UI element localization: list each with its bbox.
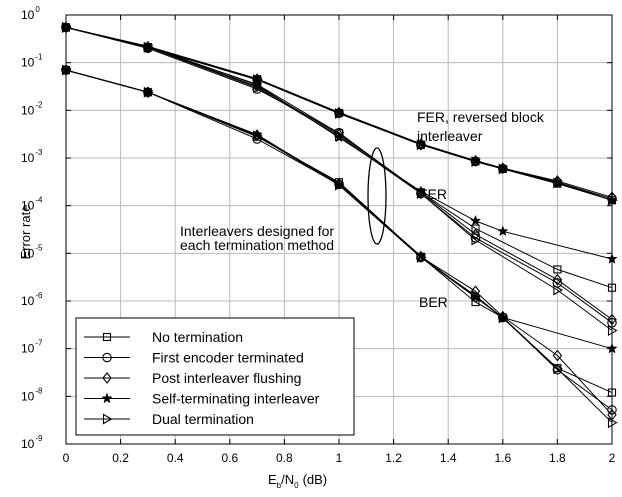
x-tick-label: 0.6	[221, 451, 238, 465]
data-point-triangle-right	[553, 177, 564, 189]
y-tick-label: 10-9	[21, 434, 43, 451]
series-dual-termination	[61, 21, 618, 429]
annotation-fer-reversed-line2: interleaver	[417, 128, 483, 144]
x-tick-label: 1.6	[494, 451, 511, 465]
x-axis-label-sub-b: b	[277, 481, 282, 490]
data-point-star	[606, 342, 618, 354]
data-point-triangle-right	[416, 139, 427, 151]
legend: No termination First encoder terminated Po…	[75, 317, 355, 436]
data-point-diamond	[552, 349, 563, 362]
data-point-square	[607, 388, 617, 397]
data-point-diamond	[334, 177, 344, 190]
data-point-triangle-right	[471, 290, 482, 302]
y-tick-label: 10-5	[21, 243, 43, 260]
data-point-star	[469, 214, 482, 226]
data-point-triangle-right	[143, 41, 154, 53]
data-point-star	[606, 253, 618, 264]
y-tick-label: 10-7	[21, 339, 43, 356]
x-axis-label: Eb/N0 (dB)	[268, 472, 327, 490]
annotation-ellipse	[367, 147, 387, 245]
data-point-triangle-right	[498, 312, 509, 324]
data-point-triangle-right	[253, 74, 263, 86]
x-axis-label-e: E	[268, 472, 277, 487]
annotation-designed-line1: Interleavers designed for	[180, 223, 334, 239]
legend-marker-square	[102, 332, 112, 342]
x-tick-label: 0.8	[276, 451, 293, 465]
y-tick-label: 10-2	[21, 100, 43, 117]
legend-item: Dual termination	[84, 411, 254, 427]
legend-item: No termination	[84, 329, 243, 345]
data-point-triangle-right	[607, 325, 618, 336]
axis-ticks: 0 0.2 0.4 0.6 0.8 1 1.2 1.4 1.6 1.8 2 100 10-1 10-2 10…	[21, 5, 616, 465]
data-point-triangle-right	[253, 82, 263, 94]
data-point-triangle-right	[334, 130, 345, 142]
legend-item: First encoder terminated	[84, 350, 304, 366]
data-point-diamond	[552, 273, 563, 286]
data-point-triangle-right	[143, 86, 154, 98]
x-tick-label: 0.2	[112, 451, 129, 465]
data-point-diamond	[607, 313, 617, 326]
series-line	[65, 26, 613, 201]
y-tick-label: 10-3	[21, 148, 43, 165]
data-point-triangle-right	[553, 363, 564, 375]
legend-label: No termination	[152, 329, 243, 345]
legend-label: First encoder terminated	[152, 350, 304, 366]
annotation-ber: BER	[419, 294, 448, 310]
legend-label: Self-terminating interleaver	[152, 391, 320, 407]
annotation-designed-line2: each termination method	[180, 237, 334, 253]
series-line	[65, 26, 613, 331]
x-tick-label: 1.8	[549, 451, 566, 465]
x-axis-label-unit: (dB)	[303, 472, 328, 487]
data-point-triangle-right	[334, 179, 345, 191]
x-axis-label-sub-0: 0	[294, 481, 299, 490]
x-axis-label-n: /N	[281, 472, 294, 487]
data-point-triangle-right	[471, 156, 482, 168]
x-tick-label: 2	[609, 451, 616, 465]
legend-marker-star	[101, 392, 113, 404]
y-tick-label: 100	[21, 5, 40, 22]
y-axis-label: Error rate	[18, 205, 33, 260]
legend-marker-triangle-right	[102, 413, 113, 425]
x-tick-label: 0.4	[167, 451, 184, 465]
legend-item: Self-terminating interleaver	[84, 391, 320, 407]
legend-label: Dual termination	[152, 411, 254, 427]
x-tick-label: 1.4	[440, 451, 457, 465]
data-point-square	[471, 224, 480, 233]
y-tick-label: 10-6	[21, 291, 43, 308]
series-line	[65, 69, 613, 424]
data-point-triangle-right	[498, 163, 509, 175]
data-point-triangle-right	[253, 130, 263, 142]
data-point-circle	[607, 317, 617, 328]
data-point-triangle-right	[416, 252, 427, 263]
data-point-triangle-right	[61, 21, 72, 33]
legend-label: Post interleaver flushing	[152, 370, 301, 386]
data-point-triangle-right	[471, 234, 482, 246]
x-tick-label: 1	[336, 451, 343, 465]
data-point-square	[607, 283, 617, 292]
series-layer	[60, 21, 618, 429]
data-point-star	[497, 225, 509, 237]
data-point-square	[553, 265, 562, 274]
x-tick-label: 1.2	[385, 451, 402, 465]
y-tick-label: 10-8	[21, 386, 43, 403]
annotation-fer: FER	[419, 186, 447, 202]
y-tick-label: 10-1	[21, 53, 43, 70]
y-tick-label: 10-4	[21, 196, 43, 213]
legend-marker-circle	[102, 352, 112, 363]
data-point-triangle-right	[553, 284, 564, 296]
data-point-triangle-right	[607, 417, 618, 429]
legend-item: Post interleaver flushing	[84, 370, 301, 386]
data-point-triangle-right	[334, 108, 345, 119]
x-tick-label: 0	[63, 451, 70, 465]
data-point-triangle-right	[61, 64, 72, 76]
legend-marker-diamond	[102, 372, 112, 384]
annotation-fer-reversed-line1: FER, reversed block	[417, 109, 545, 125]
data-point-triangle-right	[416, 188, 427, 199]
data-point-triangle-right	[607, 194, 618, 206]
